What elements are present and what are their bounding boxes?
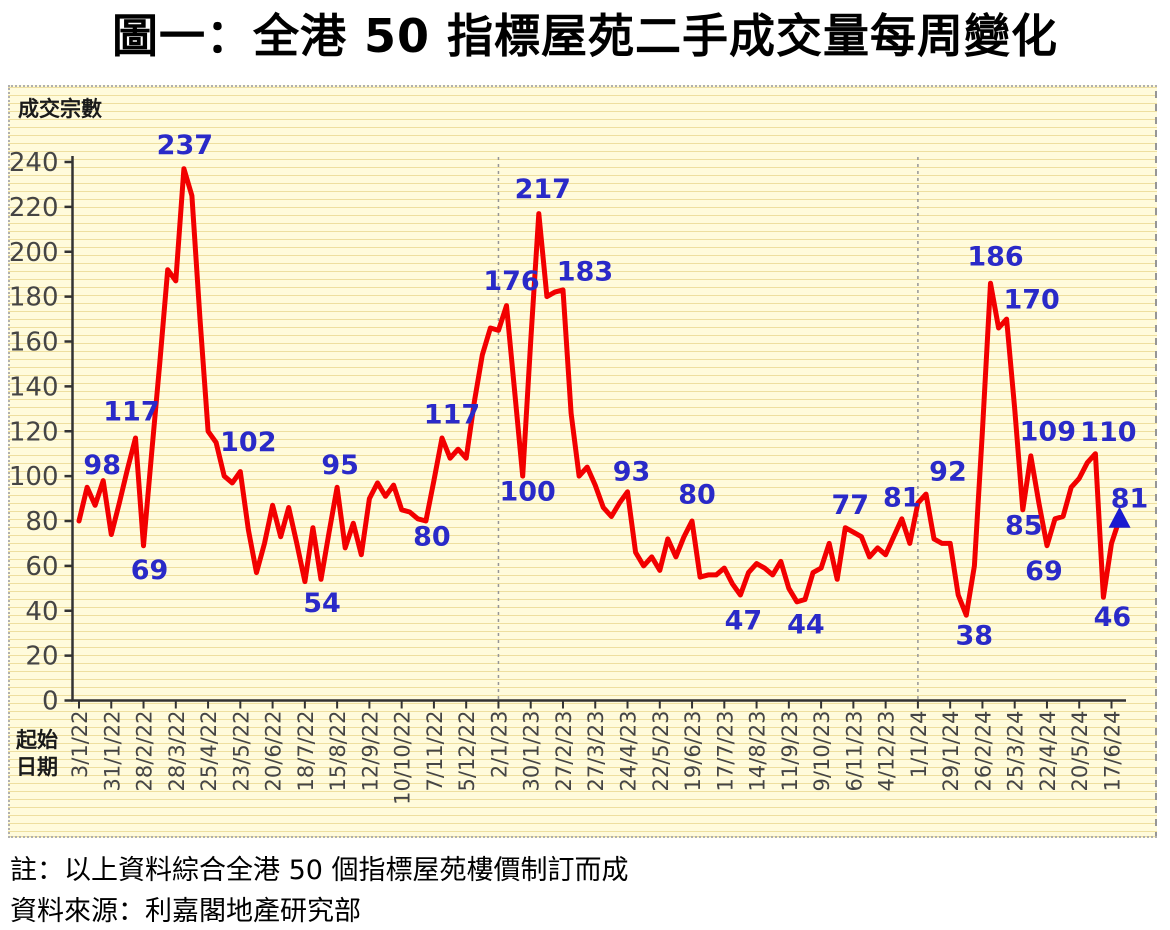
x-axis-tick-label: 18/7/22 <box>294 711 318 792</box>
x-axis-tick-label: 11/9/23 <box>778 711 802 792</box>
data-point-label: 170 <box>1003 285 1059 316</box>
data-point-label: 186 <box>967 242 1023 273</box>
y-axis-tick-label: 140 <box>10 372 59 402</box>
x-axis-tick-label: 9/10/23 <box>810 711 834 792</box>
data-point-label: 117 <box>424 399 480 430</box>
x-axis-tick-label: 14/8/23 <box>746 711 770 792</box>
y-axis-tick-label: 120 <box>10 417 59 447</box>
data-point-label: 54 <box>303 588 341 619</box>
x-axis-tick-label: 20/6/22 <box>262 711 286 792</box>
line-chart: 0 20 40 60 80 100 120 140 160 180 200 220 240 3/1/22 3… <box>10 91 1157 836</box>
x-axis-tick-label: 2/1/23 <box>487 711 511 779</box>
x-axis-tick-label: 30/1/23 <box>520 711 544 792</box>
x-axis-tick-label: 27/3/23 <box>584 711 608 792</box>
x-axis-tick-label: 7/11/22 <box>423 711 447 792</box>
x-axis-tick-label: 6/11/23 <box>842 711 866 792</box>
y-axis-tick-label: 160 <box>10 328 59 358</box>
x-axis-title: 起始 日期 <box>16 727 58 781</box>
y-axis-tick-label: 60 <box>25 552 58 582</box>
note-methodology: 註：以上資料綜合全港 50 個指標屋苑樓價制訂而成 <box>10 855 629 886</box>
data-point-label: 100 <box>499 477 555 508</box>
x-axis-tick-label: 25/3/24 <box>1004 711 1028 792</box>
x-axis-tick-label: 1/1/24 <box>907 711 931 779</box>
y-axis-tick-label: 100 <box>10 462 59 492</box>
x-axis-tick-label: 25/4/22 <box>197 711 221 792</box>
data-point-label: 69 <box>131 555 169 586</box>
y-axis-tick-label: 220 <box>10 193 59 223</box>
data-point-label: 117 <box>103 396 159 427</box>
y-axis-tick-label: 240 <box>10 148 59 178</box>
x-axis-title-line-1: 起始 <box>16 728 58 752</box>
data-point-label: 85 <box>1005 510 1043 541</box>
x-axis-tick-label: 19/6/23 <box>681 711 705 792</box>
y-axis-tick-label: 80 <box>25 507 58 537</box>
data-point-label: 81 <box>883 482 921 513</box>
x-axis-tick-label: 28/2/22 <box>133 711 157 792</box>
data-point-label: 110 <box>1080 417 1136 448</box>
data-point-label: 183 <box>557 256 613 287</box>
note-source: 資料來源：利嘉閣地產研究部 <box>10 896 361 927</box>
data-point-label: 109 <box>1020 416 1076 447</box>
data-point-label: 80 <box>678 480 716 511</box>
x-axis-tick-label: 31/1/22 <box>100 711 124 792</box>
data-point-label: 69 <box>1025 556 1063 587</box>
data-point-label: 44 <box>787 609 825 640</box>
x-axis-tick-label: 17/7/23 <box>713 711 737 792</box>
y-axis-title: 成交宗數 <box>18 97 102 121</box>
latest-week-triangle-marker <box>1108 506 1131 528</box>
x-axis-tick-label: 4/12/23 <box>875 711 899 792</box>
data-point-label: 95 <box>321 450 359 481</box>
x-axis-tick-label: 10/10/22 <box>391 711 415 805</box>
x-axis-tick-label: 26/2/24 <box>971 710 995 791</box>
x-axis-tick-label: 29/1/24 <box>939 710 963 791</box>
x-axis-tick-label: 23/5/22 <box>229 711 253 792</box>
data-point-label: 46 <box>1094 602 1132 633</box>
x-axis-tick-label: 27/2/23 <box>552 711 576 792</box>
y-axis-tick-label: 0 <box>42 687 59 717</box>
data-point-label: 92 <box>929 457 967 488</box>
x-axis-tick-label: 15/8/22 <box>326 711 350 792</box>
x-axis-tick-label: 22/5/23 <box>649 711 673 792</box>
data-point-label: 98 <box>83 450 121 481</box>
chart-title: 圖一：全港 50 指標屋苑二手成交量每周變化 <box>111 9 1059 63</box>
y-axis-tick-label: 40 <box>25 597 58 627</box>
x-axis-tick-label: 28/3/22 <box>165 711 189 792</box>
data-point-label: 47 <box>725 606 763 637</box>
data-point-label: 93 <box>613 456 651 487</box>
x-axis-tick-label: 17/6/24 <box>1100 711 1124 792</box>
data-point-label: 217 <box>515 174 571 205</box>
x-axis-tick-label: 3/1/22 <box>68 711 92 779</box>
data-point-label: 38 <box>956 621 994 652</box>
data-point-label: 77 <box>832 490 870 521</box>
data-point-label: 237 <box>157 130 213 161</box>
transactions-line-series <box>76 166 1123 618</box>
data-point-label: 80 <box>413 522 451 553</box>
x-axis-tick-label: 12/9/22 <box>358 711 382 792</box>
x-axis-tick-label: 22/4/24 <box>1036 711 1060 792</box>
y-axis-tick-label: 20 <box>25 642 58 672</box>
x-axis-tick-label: 5/12/22 <box>455 711 479 792</box>
data-point-label: 81 <box>1111 483 1149 514</box>
data-point-label: 102 <box>220 427 276 458</box>
data-point-label: 176 <box>483 266 539 297</box>
x-axis-tick-label: 24/4/23 <box>617 711 641 792</box>
y-axis-tick-label: 200 <box>10 238 59 268</box>
x-axis-tick-label: 20/5/24 <box>1068 711 1092 792</box>
chart-panel: 0 20 40 60 80 100 120 140 160 180 200 220 240 3/1/22 3… <box>8 85 1157 838</box>
y-axis-tick-label: 180 <box>10 283 59 313</box>
x-axis-title-line-2: 日期 <box>16 755 58 779</box>
